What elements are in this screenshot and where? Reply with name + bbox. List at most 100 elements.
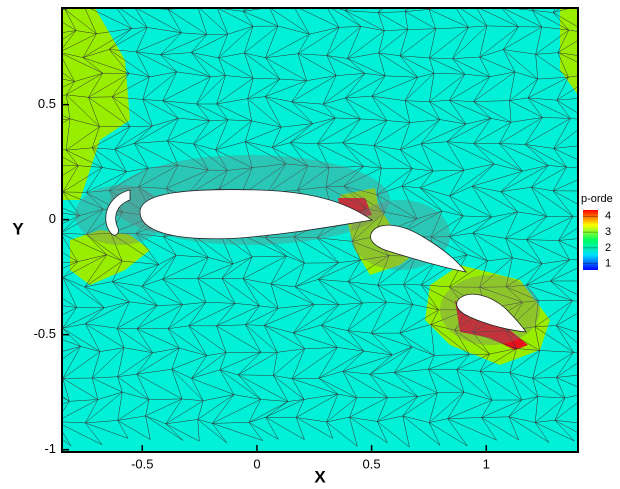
mesh-edge <box>580 423 620 445</box>
mesh-edge <box>36 377 53 392</box>
mesh-edge <box>577 332 619 346</box>
mesh-edge <box>608 33 620 53</box>
mesh-edge <box>614 373 620 394</box>
plot-area <box>32 0 620 452</box>
mesh-edge <box>612 102 620 124</box>
mesh-edge <box>595 303 620 308</box>
mesh-edge <box>580 394 620 423</box>
x-axis-label: X <box>314 467 326 486</box>
mesh-edge <box>612 72 620 102</box>
mesh-edge <box>577 73 599 99</box>
mesh-edge <box>32 194 54 212</box>
mesh-edge <box>609 7 620 35</box>
mesh-edge <box>608 53 620 74</box>
mesh-edge <box>614 373 620 375</box>
mesh-edge <box>602 167 620 191</box>
mesh-edge <box>614 355 620 374</box>
mesh-edge <box>613 147 620 171</box>
mesh-edge <box>612 283 620 303</box>
mesh-edge <box>608 53 620 72</box>
mesh-edge <box>32 192 63 194</box>
mesh-edge <box>609 7 620 33</box>
mesh-edge <box>608 394 620 416</box>
mesh-edge <box>32 140 66 150</box>
mesh-edge <box>608 35 620 53</box>
mesh-edge <box>577 303 594 332</box>
mesh-edge <box>580 423 597 443</box>
mesh-edge <box>616 210 620 217</box>
y-tick-label: 0 <box>49 211 56 226</box>
mesh-edge <box>577 170 600 191</box>
mesh-edge <box>577 332 590 354</box>
mesh-edge <box>577 74 619 99</box>
chart: -0.500.51-1-0.500.5p-orde1234 X Y <box>0 0 620 489</box>
mesh-edge <box>113 0 122 4</box>
y-tick-label: -1 <box>44 441 56 456</box>
mesh-edge <box>37 7 65 10</box>
mesh-edge <box>576 7 620 34</box>
mesh-edge <box>605 327 620 355</box>
mesh-edge <box>84 0 122 5</box>
colorbar-tick-label: 1 <box>605 258 611 270</box>
mesh-edge <box>579 354 591 375</box>
y-tick-label: -0.5 <box>34 326 56 341</box>
mesh-edge <box>39 52 60 55</box>
x-tick-label: 0 <box>253 456 260 471</box>
colorbar-tick-label: 3 <box>605 226 611 238</box>
mesh-edge <box>608 416 620 417</box>
mesh-edge <box>612 283 620 308</box>
mesh-edge <box>590 120 620 124</box>
mesh-edge <box>293 0 340 5</box>
mesh-edge <box>501 0 539 7</box>
mesh-edge <box>84 4 114 5</box>
mesh-edge <box>453 3 476 6</box>
mesh-edge <box>605 327 619 347</box>
mesh-edge <box>583 281 612 283</box>
mesh-edge <box>325 0 357 4</box>
mesh-edge <box>608 393 620 416</box>
mesh-edge <box>577 167 620 191</box>
mesh-edge <box>269 0 305 7</box>
mesh-edge <box>32 166 49 194</box>
x-tick-label: 0.5 <box>363 456 381 471</box>
mesh-edge <box>614 373 620 393</box>
mesh-edge <box>600 167 620 170</box>
mesh-edge <box>576 0 618 7</box>
mesh-edge <box>605 308 620 327</box>
mesh-edge <box>476 0 490 7</box>
colorbar-tick-label: 2 <box>605 242 611 254</box>
mesh-edge <box>34 392 54 417</box>
mesh-edge <box>37 0 49 7</box>
mesh-edge <box>577 308 620 332</box>
mesh-edge <box>577 98 611 102</box>
mesh-edge <box>576 7 609 8</box>
mesh-edge <box>582 145 620 167</box>
mesh-edge <box>84 0 101 5</box>
mesh-edge <box>453 0 461 3</box>
mesh-edge <box>612 279 620 283</box>
mesh-edge <box>197 0 231 6</box>
mesh-edge <box>269 0 283 7</box>
mesh-edge <box>34 417 49 438</box>
mesh-edge <box>32 121 50 140</box>
mesh-edge <box>583 281 620 308</box>
mesh-edge <box>614 346 619 373</box>
mesh-edge <box>612 256 620 283</box>
mesh-edge <box>39 35 49 56</box>
mesh-edge <box>613 147 620 148</box>
colorbar <box>583 210 598 270</box>
mesh-edge <box>135 0 177 7</box>
mesh-edge <box>585 53 608 56</box>
mesh-edge <box>612 100 620 102</box>
mesh-edge <box>590 393 620 395</box>
mesh-edge <box>585 33 589 56</box>
mesh-edge <box>36 355 49 377</box>
mesh-edge <box>135 0 155 7</box>
mesh-edge <box>580 416 608 423</box>
mesh-edge <box>36 233 61 236</box>
mesh-edge <box>453 0 491 3</box>
mesh-edge <box>476 0 518 7</box>
mesh-edge <box>35 280 45 303</box>
mesh-edge <box>577 191 602 192</box>
mesh-edge <box>217 0 231 8</box>
